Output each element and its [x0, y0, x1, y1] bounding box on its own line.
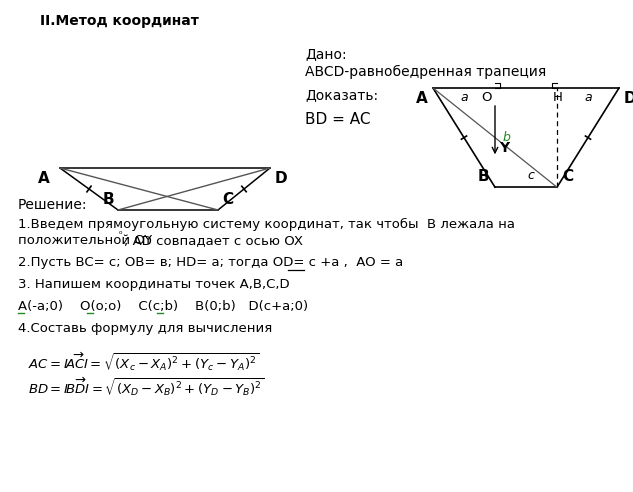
Text: 2.Пусть BC= c; OB= в; HD= a; тогда OD= c +a ,  AO = a: 2.Пусть BC= c; OB= в; HD= a; тогда OD= c… [18, 256, 403, 269]
Text: H: H [553, 91, 563, 104]
Text: ABCD-равнобедренная трапеция: ABCD-равнобедренная трапеция [305, 65, 546, 79]
Text: B: B [103, 192, 114, 207]
Text: A: A [417, 91, 428, 106]
Text: $AC = I\!\overrightarrow{ACI} = \sqrt{(X_c - X_A)^2 + (Y_c - Y_A)^2}$: $AC = I\!\overrightarrow{ACI} = \sqrt{(X… [28, 350, 260, 373]
Text: Решение:: Решение: [18, 198, 87, 212]
Text: 1.Введем прямоугольную систему координат, так чтобы  В лежала на: 1.Введем прямоугольную систему координат… [18, 218, 515, 231]
Text: 3. Напишем координаты точек A,B,C,D: 3. Напишем координаты точек A,B,C,D [18, 278, 290, 291]
Text: C: C [222, 192, 233, 207]
Text: A: A [38, 171, 50, 186]
Text: ₒ: ₒ [119, 227, 123, 236]
Text: c: c [527, 169, 534, 182]
Text: a: a [584, 91, 592, 104]
Text: D: D [624, 91, 633, 106]
Text: C: C [562, 169, 573, 184]
Text: BD = AC: BD = AC [305, 112, 370, 127]
Text: Доказать:: Доказать: [305, 88, 378, 102]
Text: Y: Y [499, 141, 509, 155]
Text: Дано:: Дано: [305, 47, 347, 61]
Text: положительной OY: положительной OY [18, 234, 152, 247]
Text: ; AD совпадает с осью OX: ; AD совпадает с осью OX [124, 234, 303, 247]
Text: b: b [503, 131, 511, 144]
Text: A(-a;0)    O(o;o)    C(c;b)    B(0;b)   D(c+a;0): A(-a;0) O(o;o) C(c;b) B(0;b) D(c+a;0) [18, 300, 308, 313]
Text: D: D [275, 171, 287, 186]
Text: a: a [460, 91, 468, 104]
Text: 4.Составь формулу для вычисления: 4.Составь формулу для вычисления [18, 322, 272, 335]
Text: B: B [477, 169, 489, 184]
Text: II.Метод координат: II.Метод координат [40, 14, 199, 28]
Text: $BD = I\!\overrightarrow{BDI} = \sqrt{(X_D - X_B)^2 + (Y_D - Y_B)^2}$: $BD = I\!\overrightarrow{BDI} = \sqrt{(X… [28, 375, 265, 398]
Text: O: O [482, 91, 492, 104]
